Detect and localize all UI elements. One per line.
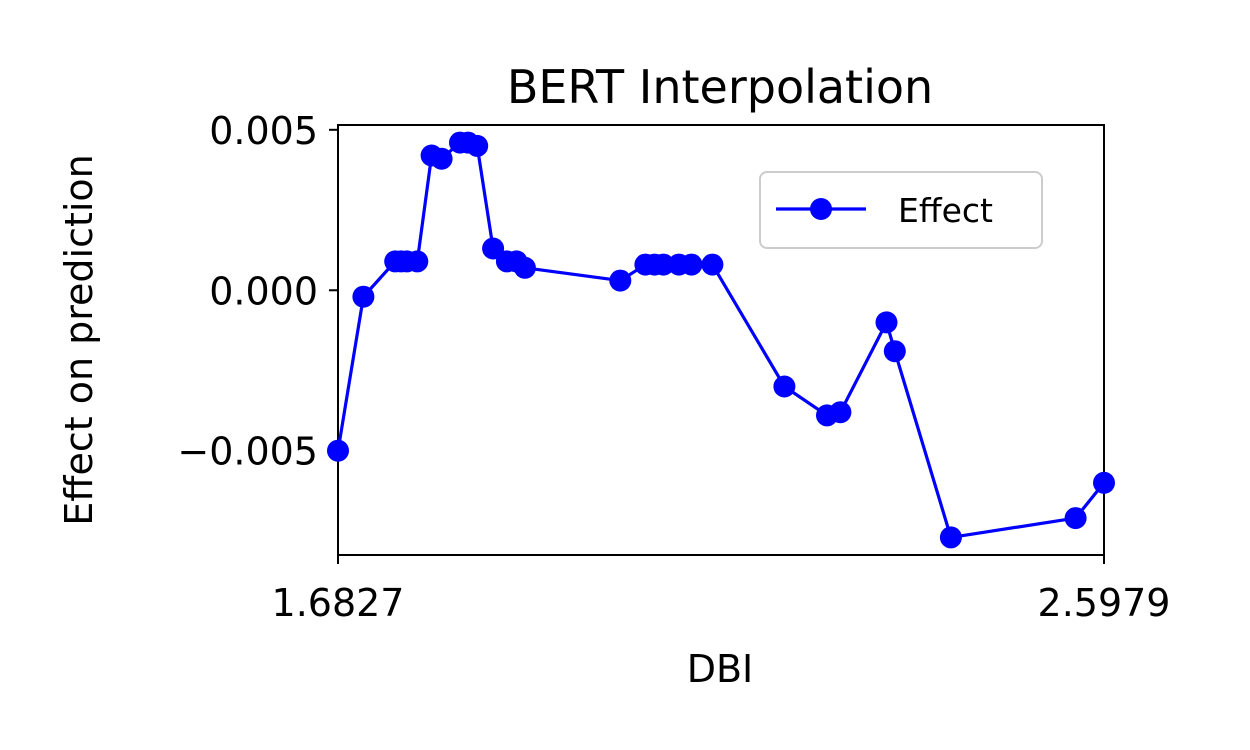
x-tick-label: 2.5979 xyxy=(1038,581,1171,625)
data-point xyxy=(883,340,906,363)
data-point xyxy=(939,526,962,549)
data-point xyxy=(875,311,898,334)
x-axis-ticks: 1.6827 2.5979 xyxy=(272,555,1171,625)
data-point xyxy=(513,256,536,279)
legend-label: Effect xyxy=(898,191,993,230)
data-point xyxy=(701,253,724,276)
legend-frame xyxy=(759,171,1043,249)
legend-marker-swatch xyxy=(810,198,832,220)
axes-frame xyxy=(337,124,1105,556)
data-point xyxy=(609,269,632,292)
data-point xyxy=(482,237,505,260)
data-point xyxy=(680,253,703,276)
data-point xyxy=(829,401,852,424)
data-point xyxy=(406,250,429,273)
data-point xyxy=(1093,471,1115,494)
legend: Effect xyxy=(759,171,1043,249)
series-layer xyxy=(327,131,1115,549)
data-point xyxy=(327,439,349,462)
data-point xyxy=(352,285,375,308)
chart-title: BERT Interpolation xyxy=(507,60,933,114)
y-tick-label: 0.000 xyxy=(209,269,318,313)
data-point xyxy=(652,253,675,276)
y-tick-label: −0.005 xyxy=(177,430,318,474)
data-point xyxy=(1064,507,1087,530)
x-axis-label: DBI xyxy=(687,647,754,691)
y-tick-label: 0.005 xyxy=(209,109,318,153)
data-point xyxy=(466,134,489,157)
data-point xyxy=(773,375,796,398)
x-tick-label: 1.6827 xyxy=(272,581,405,625)
y-axis-label: Effect on prediction xyxy=(57,154,101,526)
y-axis-ticks: −0.005 0.000 0.005 xyxy=(177,109,338,474)
data-point xyxy=(430,147,453,170)
plot-area xyxy=(337,124,1105,556)
